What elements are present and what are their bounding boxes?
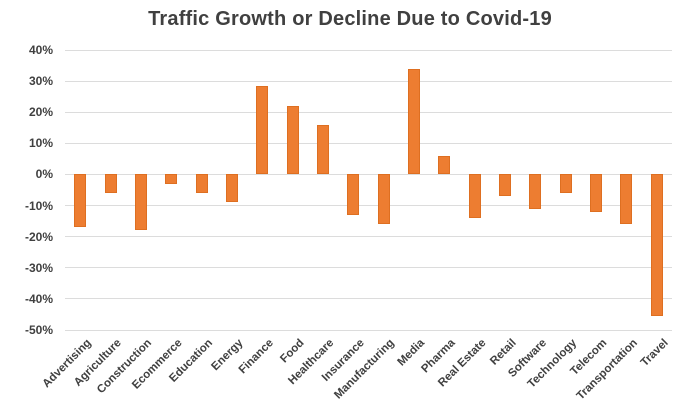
gridline	[65, 298, 672, 300]
bar-food	[286, 106, 299, 175]
bar-real-estate	[468, 174, 481, 218]
gridline	[65, 80, 672, 82]
y-axis-tick-label: -10%	[24, 198, 53, 213]
bar-retail	[499, 174, 512, 197]
chart-title: Traffic Growth or Decline Due to Covid-1…	[148, 8, 552, 30]
bar-education	[195, 174, 208, 194]
bar-transportation	[620, 174, 633, 225]
plot-area	[65, 49, 672, 331]
gridline	[65, 205, 672, 207]
bar-finance	[256, 85, 269, 175]
bar-pharma	[438, 155, 451, 175]
gridline	[65, 267, 672, 269]
y-axis-tick-label: -30%	[24, 260, 53, 275]
y-axis-tick-label: -50%	[24, 323, 53, 337]
bar-ecommerce	[165, 174, 178, 184]
gridline	[65, 142, 672, 144]
gridline	[65, 49, 672, 51]
bar-healthcare	[316, 124, 329, 175]
bar-construction	[134, 174, 147, 231]
y-axis-tick-label: -20%	[24, 229, 53, 244]
bar-advertising	[74, 174, 87, 228]
gridline	[65, 111, 672, 113]
y-axis-tick-label: -40%	[24, 291, 53, 306]
gridline	[65, 329, 672, 331]
y-axis-tick-label: 20%	[28, 105, 53, 120]
y-axis-tick-label: 40%	[28, 43, 53, 57]
bar-travel	[650, 174, 663, 316]
bar-agriculture	[104, 174, 117, 194]
bar-energy	[225, 174, 238, 203]
bar-media	[408, 68, 421, 175]
y-axis-tick-label: 10%	[28, 136, 53, 151]
bar-software	[529, 174, 542, 209]
bar-technology	[559, 174, 572, 194]
bar-telecom	[590, 174, 603, 212]
bar-manufacturing	[377, 174, 390, 225]
gridline	[65, 236, 672, 238]
bar-insurance	[347, 174, 360, 215]
y-axis-tick-label: 30%	[28, 74, 53, 89]
x-axis-label: Travel	[638, 337, 671, 369]
gridline	[65, 173, 672, 175]
y-axis-tick-label: 0%	[35, 167, 53, 182]
